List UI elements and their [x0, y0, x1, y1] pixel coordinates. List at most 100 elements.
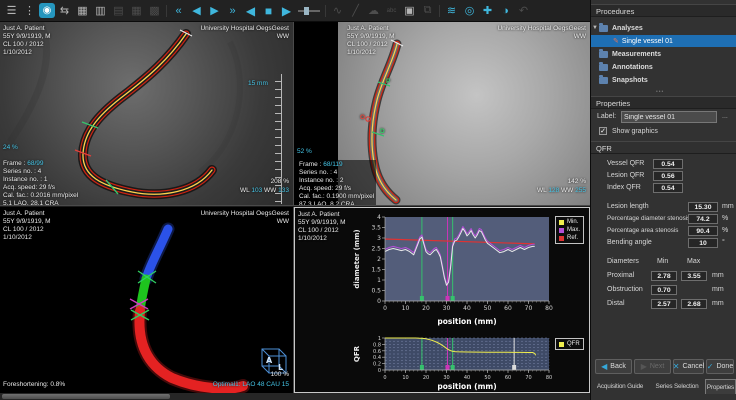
lesion-length-value: 15.30: [688, 202, 718, 212]
panel-splitter[interactable]: •••: [656, 89, 665, 95]
show-graphics-checkbox[interactable]: ✓: [599, 127, 607, 135]
stop-icon[interactable]: ■: [264, 3, 273, 18]
tab-properties[interactable]: Properties: [705, 379, 736, 394]
svg-text:50: 50: [484, 375, 490, 381]
svg-text:3: 3: [377, 235, 381, 242]
svg-text:60: 60: [504, 305, 512, 312]
magnifier-icon[interactable]: ◎: [464, 5, 475, 17]
patient-info-overlay: Just A. Patient 55Y 9/9/1919, M CL 100 / …: [3, 25, 51, 56]
prev-frame-icon[interactable]: ◀: [192, 5, 201, 17]
tree-item-measurements[interactable]: Measurements: [591, 48, 736, 60]
frame-info-overlay: Frame : 68/99 Series no. : 4 Instance no…: [3, 160, 79, 206]
separator: [437, 2, 442, 20]
angio-left-vessel-overlay: [7, 22, 243, 200]
tree-item-single-vessel[interactable]: ✎ Single vessel 01: [591, 35, 736, 47]
drag-handle-icon[interactable]: ⋮: [24, 5, 35, 17]
cancel-button[interactable]: ✕ Cancel: [673, 359, 704, 374]
tree-item-annotations[interactable]: Annotations: [591, 61, 736, 73]
last-frame-icon[interactable]: »: [229, 4, 236, 17]
proximal-min-value: 2.78: [651, 271, 677, 281]
region-measure-icon: ☁: [368, 5, 379, 17]
compare-series-icon[interactable]: ⇆: [59, 5, 70, 17]
tree-item-snapshots[interactable]: Snapshots: [591, 74, 736, 86]
vessel-qfr-label: Vessel QFR: [607, 160, 645, 167]
line-measure-icon: ╱: [352, 5, 359, 17]
viewport-qfr-charts[interactable]: Just A. Patient 55Y 9/9/1919, M CL 100 / …: [294, 207, 590, 393]
svg-text:diameter (mm): diameter (mm): [353, 229, 361, 288]
svg-text:4: 4: [377, 214, 381, 221]
tab-acquisition-guide[interactable]: Acquisition Guide: [596, 383, 644, 390]
svg-text:80: 80: [546, 375, 552, 381]
window-level-overlay[interactable]: WL 128 WW 255: [537, 187, 586, 194]
vessel-3d-model: A L: [129, 222, 287, 393]
max-column-header: Max: [687, 258, 701, 265]
diameter-stenosis-label: Percentage diameter stenosis: [607, 215, 691, 222]
svg-text:70: 70: [525, 375, 531, 381]
qfr-chart[interactable]: 0 10 20 30 40 50 60 70 8000.20.40.60.81QFRpositi…: [347, 332, 553, 392]
folder-icon: [599, 22, 608, 32]
obstruction-label: Obstruction: [607, 286, 643, 293]
svg-text:0: 0: [383, 305, 387, 312]
snapshot-camera-icon[interactable]: ▣: [404, 5, 415, 17]
viewport-angio-right[interactable]: P O D Just A. Patient 55Y 9/9/1919, M CL …: [294, 22, 590, 206]
more-button[interactable]: ...: [722, 113, 728, 120]
svg-text:0.5: 0.5: [371, 288, 381, 295]
svg-text:position (mm): position (mm): [437, 382, 496, 391]
browse-series-icon[interactable]: ▥: [95, 5, 106, 17]
tree-item-analyses[interactable]: ▼ Analyses: [592, 22, 643, 32]
folder-icon: [599, 48, 608, 58]
grid-layout-3-icon: ▩: [149, 5, 160, 17]
viewport-angio-left[interactable]: Just A. Patient 55Y 9/9/1919, M CL 100 / …: [0, 22, 294, 206]
curve-measure-icon: ∿: [332, 5, 343, 17]
menu-icon[interactable]: ☰: [6, 5, 17, 17]
svg-text:0.2: 0.2: [373, 362, 381, 368]
svg-text:40: 40: [463, 305, 471, 312]
analysis-label-input[interactable]: [621, 111, 717, 123]
distal-marker-label[interactable]: D: [380, 128, 385, 135]
scroll-percent-label[interactable]: 24 %: [3, 144, 18, 151]
scroll-percent-label[interactable]: 52 %: [297, 148, 312, 155]
play-icon[interactable]: ▶: [210, 5, 219, 17]
frame-info-overlay: Frame : 68/119 Series no. : 4 Instance n…: [297, 160, 377, 205]
done-button[interactable]: ✓ Done: [706, 359, 734, 374]
svg-text:3.5: 3.5: [371, 225, 381, 232]
svg-text:60: 60: [505, 375, 511, 381]
hospital-overlay: University Hospital OegsGeest WW: [497, 25, 586, 40]
pan-icon[interactable]: ✚: [482, 5, 493, 17]
index-qfr-value: 0.54: [653, 183, 683, 193]
foreshortening-label: Foreshortening: 0.8%: [3, 381, 66, 388]
app-logo-icon[interactable]: ◉: [39, 3, 55, 18]
proximal-max-value: 3.55: [681, 271, 707, 281]
window-level-overlay[interactable]: WL 103 WW 133: [240, 187, 289, 194]
obstruction-unit: mm: [712, 286, 724, 293]
back-button[interactable]: ◀ Back: [595, 359, 632, 374]
bottom-scrollbar[interactable]: [0, 393, 590, 400]
play-reverse-icon[interactable]: ◀: [245, 3, 256, 18]
orientation-cube-icon: [261, 348, 287, 374]
tab-series-selection[interactable]: Series Selection: [655, 383, 699, 390]
viewport-3d-vessel[interactable]: A L Just A. Patient 55Y 9/9/1919, M CL 10…: [0, 207, 294, 393]
layers-icon[interactable]: ≋: [446, 5, 457, 17]
legend-swatch: [559, 341, 564, 347]
frame-speed-slider[interactable]: [296, 2, 322, 20]
first-frame-icon[interactable]: «: [175, 4, 182, 17]
vessel-qfr-value: 0.54: [653, 159, 683, 169]
label-field-caption: Label:: [597, 113, 617, 120]
svg-text:QFR: QFR: [353, 345, 361, 362]
main-toolbar: ☰ ⋮ ◉ ⇆ ▦ ▥ ▤ ▦ ▩ « ◀ ▶ » ◀ ■ ▶ ∿ ╱ ☁ abc ▣ ⧉ ≋ ◎ ✚ ◑ ↶: [0, 0, 736, 22]
frame-number[interactable]: 68/119: [323, 161, 343, 168]
obstruction-marker-label[interactable]: O: [360, 114, 366, 121]
view-image-icon[interactable]: ▦: [77, 5, 88, 17]
hospital-overlay: University Hospital OegsGeest WW: [200, 25, 289, 40]
chevron-down-icon[interactable]: ▼: [592, 25, 598, 31]
frame-number[interactable]: 68/99: [27, 160, 44, 167]
proximal-marker-label[interactable]: P: [386, 78, 391, 85]
right-panel: Procedures ▼ Analyses ✎ Single vessel 01…: [590, 0, 736, 400]
legend-swatch: [559, 219, 564, 225]
diameter-chart[interactable]: 0 10 20 30 40 50 60 70 80 0 0.5 1 1.5 2 2.5 3 3.5 4 diamet…: [347, 209, 553, 331]
svg-text:40: 40: [464, 375, 470, 381]
svg-text:20: 20: [423, 375, 429, 381]
optimal-projection-label[interactable]: Optimal1: LAO 48 CAU 15: [212, 381, 289, 388]
play-forward-icon[interactable]: ▶: [281, 3, 292, 18]
contrast-icon[interactable]: ◑: [502, 4, 509, 17]
